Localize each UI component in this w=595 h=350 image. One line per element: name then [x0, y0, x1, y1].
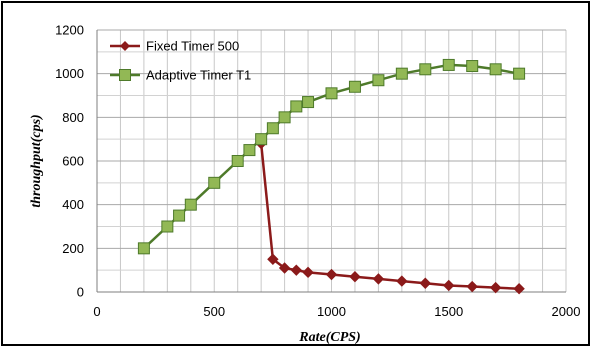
series-line	[259, 143, 520, 290]
data-point	[466, 280, 478, 293]
x-axis-label: Rate(CPS)	[298, 330, 360, 345]
series-adaptive-timer	[137, 58, 526, 255]
data-point	[278, 262, 291, 274]
legend-label: Adaptive Timer T1	[146, 68, 251, 83]
data-point	[278, 111, 291, 124]
data-point	[173, 209, 186, 222]
data-point	[161, 220, 174, 233]
x-tick-label: 0	[93, 304, 100, 319]
data-point	[443, 279, 455, 292]
y-tick-label: 1200	[55, 23, 84, 38]
data-point	[513, 67, 526, 80]
data-point	[184, 198, 197, 211]
data-point	[419, 277, 432, 289]
data-point	[302, 266, 314, 279]
x-tick-label: 2000	[552, 304, 581, 319]
y-tick-label: 400	[62, 197, 84, 212]
x-tick-label: 500	[203, 304, 225, 319]
legend: Fixed Timer 500 Adaptive Timer T1	[110, 39, 251, 83]
data-point	[267, 253, 279, 265]
data-point	[466, 60, 479, 73]
data-point	[513, 283, 525, 295]
data-point	[489, 63, 502, 76]
y-tick-label: 800	[62, 110, 84, 125]
data-point	[208, 176, 221, 189]
y-tick-labels: 0 200 400 600 800 1000 1200	[55, 23, 84, 300]
legend-label: Fixed Timer 500	[146, 39, 239, 54]
data-point	[302, 96, 315, 109]
data-point	[348, 80, 361, 93]
series-fixed-timer	[255, 137, 525, 295]
y-tick-label: 600	[62, 154, 84, 169]
x-tick-labels: 0 500 1000 1500 2000	[93, 304, 580, 319]
y-tick-label: 1000	[55, 66, 84, 81]
data-point	[243, 144, 256, 157]
axes	[96, 30, 566, 293]
legend-item: Fixed Timer 500	[110, 39, 239, 54]
data-point	[255, 133, 268, 146]
data-point	[137, 242, 150, 255]
legend-marker	[119, 69, 131, 81]
y-tick-label: 200	[62, 241, 84, 256]
x-tick-label: 1000	[317, 304, 346, 319]
data-point	[442, 58, 455, 71]
data-point	[372, 273, 385, 285]
data-point	[395, 67, 408, 80]
data-point	[290, 100, 303, 113]
legend-marker	[120, 41, 130, 51]
legend-item: Adaptive Timer T1	[110, 68, 251, 83]
data-point	[372, 74, 385, 87]
data-point	[489, 281, 502, 294]
data-point	[325, 268, 338, 281]
data-point	[325, 87, 338, 100]
series-layer	[137, 58, 526, 295]
data-point	[349, 271, 361, 283]
data-point	[266, 122, 279, 135]
y-axis-label: throughput(cps)	[29, 114, 44, 207]
x-tick-label: 1500	[434, 304, 463, 319]
data-point	[231, 155, 244, 167]
data-point	[396, 275, 408, 287]
y-tick-label: 0	[77, 285, 84, 300]
data-point	[290, 264, 303, 276]
data-point	[419, 63, 432, 76]
